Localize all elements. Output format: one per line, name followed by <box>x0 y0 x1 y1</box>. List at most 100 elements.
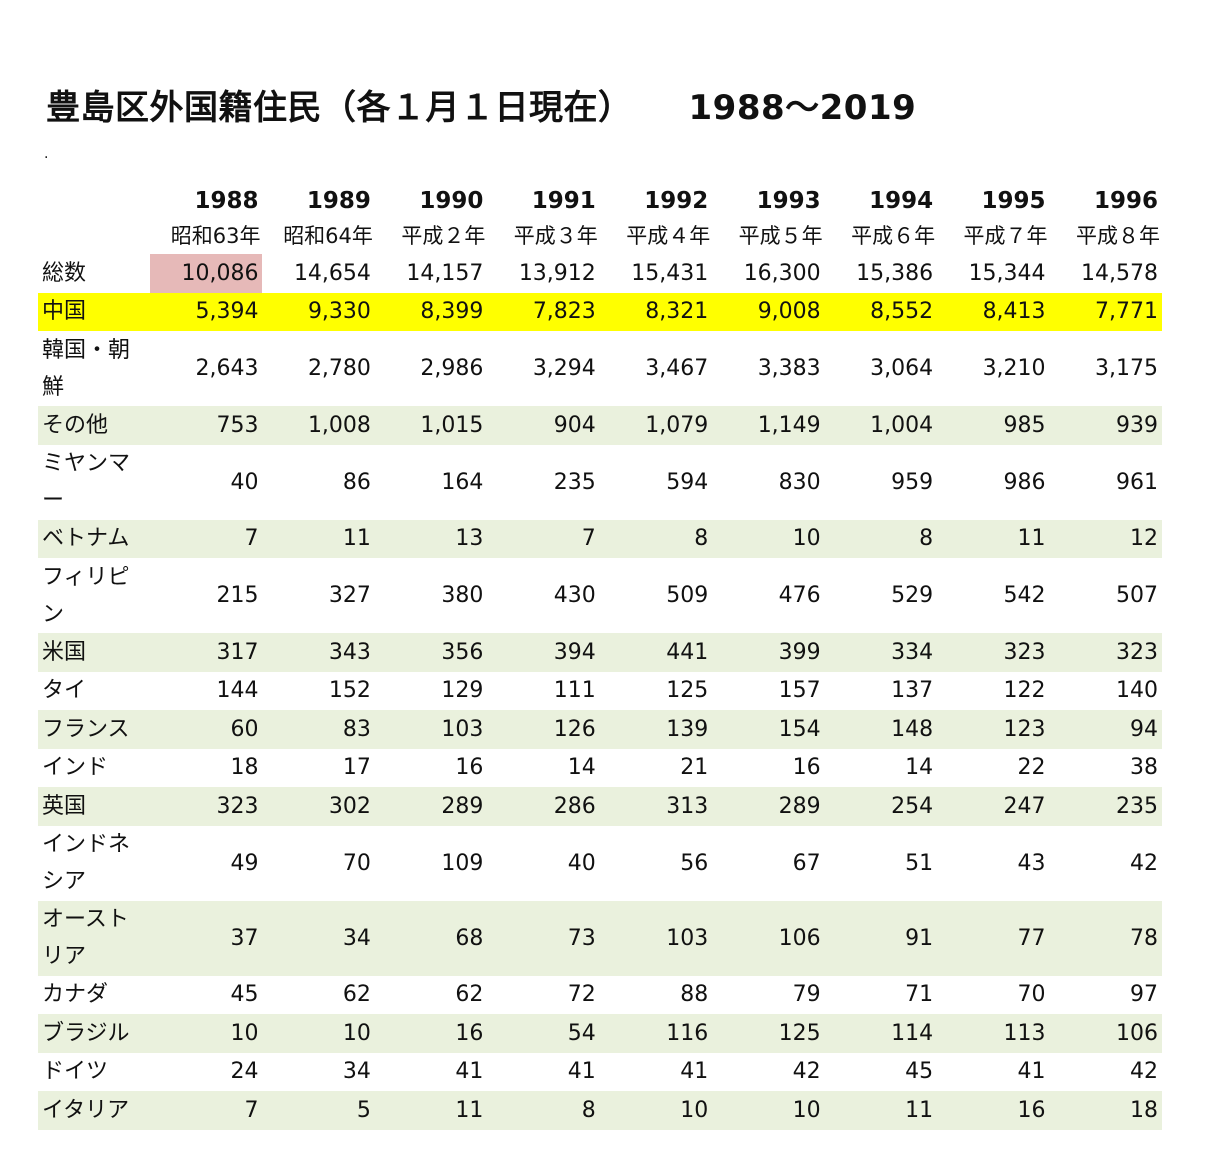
value-cell: 3,383 <box>757 356 821 381</box>
value-cell: 106 <box>712 900 825 976</box>
value-cell: 254 <box>824 787 938 826</box>
row-label: ベトナム <box>38 519 151 558</box>
value-cell: 42 <box>1130 850 1158 876</box>
value-cell: 123 <box>937 710 1050 749</box>
value-cell: 8 <box>487 1091 600 1130</box>
table-row: フランス 60 83 103 126 139 154 148 123 94 <box>38 710 1162 749</box>
value-cell: 37 <box>150 900 263 976</box>
value-cell: 41 <box>1017 1059 1046 1085</box>
table-row: フィリピン 215 327 380 430 509 476 529 542 507 <box>38 558 1162 633</box>
value-cell: 959 <box>891 469 934 495</box>
value-cell: 42 <box>1130 1059 1158 1085</box>
value-cell: 399 <box>712 633 825 672</box>
row-label: 英国 <box>38 787 151 826</box>
value-cell: 42 <box>792 1059 821 1085</box>
value-cell: 139 <box>599 710 713 749</box>
corner-cell <box>38 216 150 254</box>
value-cell: 157 <box>778 678 821 704</box>
value-cell: 7 <box>150 519 263 558</box>
value-cell: 51 <box>905 850 934 876</box>
value-cell: 1,079 <box>599 406 713 445</box>
row-label: ブラジル <box>38 1014 151 1053</box>
population-table: 1988 1989 1990 1991 1992 1993 1994 1995 … <box>38 174 1162 1130</box>
value-cell: 3,294 <box>532 356 596 381</box>
value-cell: 18 <box>1049 1091 1162 1130</box>
value-cell: 54 <box>487 1014 600 1053</box>
value-cell: 16 <box>792 755 821 781</box>
era-header: 平成５年 <box>738 224 823 248</box>
table-row: ドイツ 24 34 41 41 41 42 45 41 42 <box>38 1053 1162 1092</box>
row-label: インドネシア <box>42 832 131 894</box>
year-header: 1989 <box>306 188 371 214</box>
value-cell: 10 <box>712 1091 825 1130</box>
value-cell: 68 <box>374 900 488 976</box>
value-cell: 323 <box>937 633 1050 672</box>
value-cell: 38 <box>1130 755 1158 781</box>
value-cell: 116 <box>599 1014 713 1053</box>
value-cell: 70 <box>1017 982 1046 1008</box>
year-header: 1995 <box>981 188 1046 214</box>
value-cell: 114 <box>824 1014 938 1053</box>
era-header: 平成８年 <box>1076 224 1160 248</box>
value-cell: 985 <box>937 406 1050 445</box>
value-cell: 40 <box>567 850 596 876</box>
era-header: 平成２年 <box>401 224 486 248</box>
value-cell: 1,004 <box>824 406 938 445</box>
value-cell: 8,552 <box>824 292 938 331</box>
value-cell: 41 <box>680 1059 709 1085</box>
year-header: 1994 <box>869 188 934 214</box>
value-cell: 507 <box>1116 583 1158 608</box>
value-cell: 94 <box>1049 710 1162 749</box>
value-cell: 16 <box>455 755 484 781</box>
table-row: 韓国・朝鮮 2,643 2,780 2,986 3,294 3,467 3,383 3,064… <box>38 331 1162 406</box>
value-cell: 79 <box>792 982 821 1008</box>
value-cell: 323 <box>1049 633 1162 672</box>
value-cell: 10,086 <box>150 254 263 293</box>
value-cell: 7 <box>487 519 600 558</box>
value-cell: 317 <box>150 633 263 672</box>
value-cell: 67 <box>792 850 821 876</box>
era-header: 平成６年 <box>851 224 936 248</box>
value-cell: 106 <box>1049 1014 1162 1053</box>
value-cell: 56 <box>680 850 709 876</box>
value-cell: 15,386 <box>856 260 934 286</box>
value-cell: 215 <box>216 583 259 608</box>
value-cell: 62 <box>342 982 371 1008</box>
table-body: 総数 10,086 14,654 14,157 13,912 15,431 16,300 15… <box>38 254 1162 1130</box>
value-cell: 148 <box>824 710 938 749</box>
value-cell: 109 <box>441 850 484 876</box>
value-cell: 327 <box>328 583 371 608</box>
value-cell: 45 <box>230 982 259 1008</box>
page-title: 豊島区外国籍住民（各１月１日現在） 1988〜2019 <box>46 80 916 129</box>
era-header: 平成４年 <box>626 224 711 248</box>
value-cell: 1,015 <box>374 406 488 445</box>
value-cell: 97 <box>1130 982 1158 1008</box>
value-cell: 140 <box>1116 678 1158 704</box>
year-header: 1992 <box>644 188 709 214</box>
era-header: 昭和64年 <box>283 224 373 248</box>
value-cell: 289 <box>374 787 488 826</box>
value-cell: 16,300 <box>743 260 821 286</box>
value-cell: 1,008 <box>262 406 375 445</box>
value-cell: 8,399 <box>374 292 488 331</box>
value-cell: 34 <box>342 1059 371 1085</box>
era-header-row: 昭和63年 昭和64年 平成２年 平成３年 平成４年 平成５年 平成６年 平成７… <box>38 216 1162 254</box>
value-cell: 88 <box>680 982 709 1008</box>
value-cell: 21 <box>680 755 709 781</box>
value-cell: 594 <box>666 469 709 495</box>
table-row: タイ 144 152 129 111 125 157 137 122 140 <box>38 672 1162 711</box>
value-cell: 78 <box>1049 900 1162 976</box>
value-cell: 34 <box>262 900 375 976</box>
value-cell: 2,780 <box>307 356 371 381</box>
value-cell: 14 <box>567 755 596 781</box>
value-cell: 129 <box>441 678 484 704</box>
value-cell: 830 <box>778 469 821 495</box>
value-cell: 939 <box>1049 406 1162 445</box>
row-label: ドイツ <box>42 1059 109 1085</box>
value-cell: 323 <box>150 787 263 826</box>
row-label: オーストリア <box>38 900 151 976</box>
value-cell: 3,064 <box>870 356 934 381</box>
value-cell: 753 <box>150 406 263 445</box>
value-cell: 126 <box>487 710 600 749</box>
value-cell: 22 <box>1017 755 1046 781</box>
